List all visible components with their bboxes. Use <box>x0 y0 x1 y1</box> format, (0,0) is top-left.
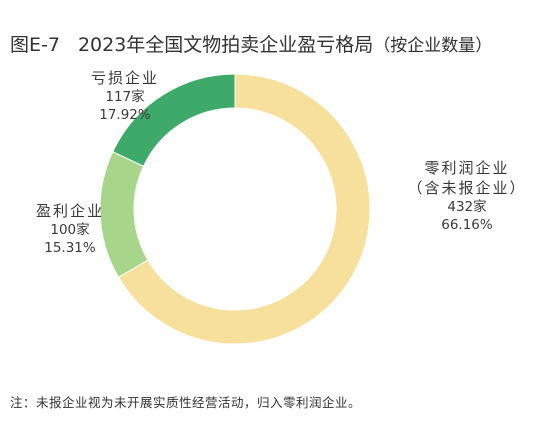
title-paren: （按企业数量） <box>373 36 493 56</box>
loss-count: 117家 <box>105 89 145 105</box>
figure-number: 图E-7 <box>10 34 60 56</box>
profit-count: 100家 <box>50 222 90 238</box>
profit-label: 盈利企业 100家 15.31% <box>10 201 130 257</box>
zero-profit-label: 零利润企业 （含未报企业） 432家 66.16% <box>392 158 542 234</box>
profit-category: 盈利企业 <box>35 202 104 220</box>
zero-profit-count: 432家 <box>447 199 487 215</box>
loss-category: 亏损企业 <box>90 69 159 87</box>
loss-label: 亏损企业 117家 17.92% <box>60 68 190 124</box>
chart-title: 图E-7 2023年全国文物拍卖企业盈亏格局（按企业数量） <box>10 30 550 58</box>
zero-profit-percent: 66.16% <box>441 217 493 233</box>
zero-profit-sublabel: （含未报企业） <box>407 179 527 197</box>
slice-zero-profit <box>117 73 371 345</box>
loss-percent: 17.92% <box>99 107 151 123</box>
slice-loss <box>112 73 236 167</box>
footnote: 注：未报企业视为未开展实质性经营活动，归入零利润企业。 <box>10 395 362 410</box>
profit-percent: 15.31% <box>44 240 96 256</box>
zero-profit-category: 零利润企业 <box>424 159 510 177</box>
title-main: 2023年全国文物拍卖企业盈亏格局 <box>77 34 374 56</box>
